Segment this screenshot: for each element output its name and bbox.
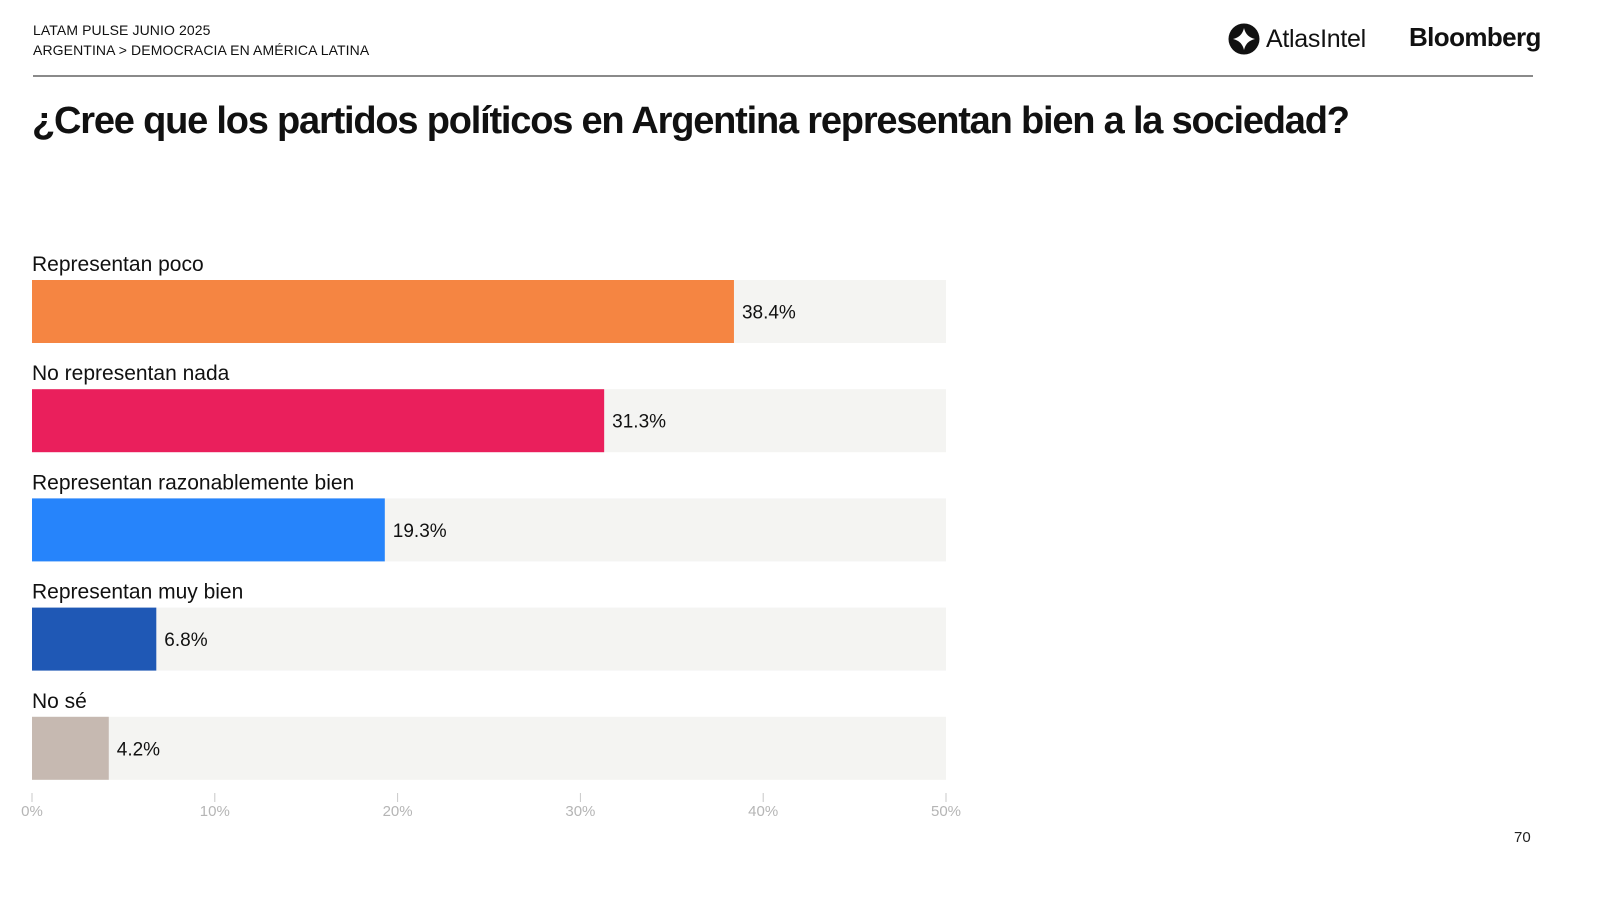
value-label: 38.4% <box>742 303 796 324</box>
category-label: Representan poco <box>32 253 204 276</box>
value-label: 31.3% <box>612 412 666 433</box>
category-label: No sé <box>32 690 87 713</box>
value-label: 6.8% <box>164 630 207 651</box>
category-label: No representan nada <box>32 362 230 385</box>
atlasintel-logo-text: AtlasIntel <box>1266 24 1366 53</box>
bar <box>32 280 734 343</box>
category-label: Representan razonablemente bien <box>32 471 354 494</box>
bloomberg-logo: Bloomberg <box>1409 22 1541 52</box>
x-tick-label: 50% <box>931 803 961 820</box>
chart-title: ¿Cree que los partidos políticos en Arge… <box>32 100 1350 142</box>
bar-track <box>32 607 946 671</box>
x-tick-label: 10% <box>200 803 230 820</box>
bar <box>32 607 157 671</box>
category-label: Representan muy bien <box>32 581 243 604</box>
header-divider <box>33 75 1533 77</box>
bar <box>32 498 385 562</box>
bar <box>32 716 109 780</box>
bar-track <box>32 716 946 780</box>
bar <box>32 389 605 453</box>
page-number: 70 <box>1514 829 1531 846</box>
value-label: 4.2% <box>117 739 160 760</box>
survey-name: LATAM PULSE JUNIO 2025 <box>33 22 211 38</box>
breadcrumb: ARGENTINA > DEMOCRACIA EN AMÉRICA LATINA <box>33 42 370 58</box>
atlasintel-logo: AtlasIntel <box>1228 22 1366 56</box>
x-tick-label: 20% <box>383 803 413 820</box>
x-tick-label: 30% <box>565 803 595 820</box>
atlasintel-logo-icon <box>1228 23 1260 55</box>
value-label: 19.3% <box>393 521 447 542</box>
x-tick-label: 40% <box>748 803 778 820</box>
x-tick-label: 0% <box>21 803 43 820</box>
